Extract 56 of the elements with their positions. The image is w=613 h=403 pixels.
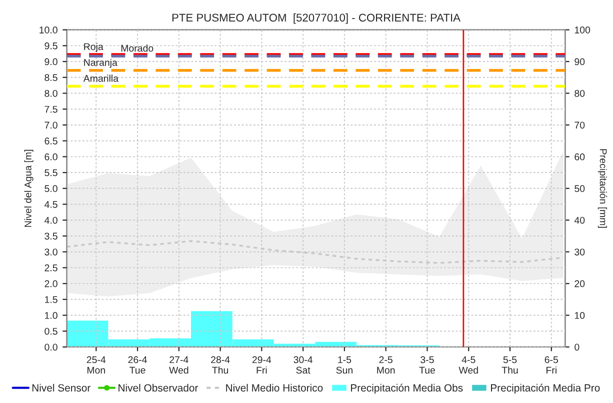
y-tick-label: 3.5	[44, 232, 58, 240]
y2-tick-label: 10	[574, 312, 585, 319]
y-tick-label: 7.5	[44, 106, 58, 113]
x-tick-label: 6-5 Fri	[544, 356, 558, 374]
y-tick-label: 4.5	[44, 201, 58, 208]
x-tick-label: 5-5 Thu	[502, 356, 518, 374]
y-tick-label: 3.0	[44, 248, 58, 256]
y-tick-label: 8.0	[44, 90, 58, 97]
legend-label: Precipitación Media Pro	[491, 384, 600, 394]
x-tick-label: 29-4 Fri	[252, 356, 272, 374]
y2-tick-label: 100	[574, 26, 590, 34]
y-tick-label: 1.0	[45, 312, 58, 319]
legend-label: Nivel Observador	[118, 384, 198, 392]
y-tick-label: 9.5	[44, 42, 58, 50]
y2-axis-title: Precipitación [mm]	[598, 149, 608, 228]
y2-tick-label: 20	[574, 280, 585, 288]
y2-tick-label: 50	[574, 185, 585, 192]
y-tick-label: 2.0	[44, 280, 58, 288]
legend-label: Precipitación Media Obs	[351, 384, 463, 394]
y2-tick-label: 30	[574, 248, 585, 256]
ref-line-label: Roja	[84, 42, 104, 52]
y-tick-label: 1.5	[45, 296, 58, 304]
x-tick-label: 25-4 Mon	[86, 356, 106, 374]
chart-title: PTE PUSMEO AUTOM [52077010] - CORRIENTE: PATIA	[172, 13, 460, 24]
y-axis-title: Nivel del Agua [m]	[24, 150, 34, 227]
y-tick-label: 2.5	[44, 264, 58, 272]
x-tick-label: 28-4 Thu	[211, 356, 230, 374]
y2-tick-label: 0	[574, 344, 580, 351]
y-tick-label: 0.0	[44, 344, 58, 351]
x-tick-label: 2-5 Mon	[377, 356, 395, 374]
y-tick-label: 6.5	[44, 138, 58, 144]
y2-tick-label: 60	[574, 153, 585, 160]
y-tick-label: 7.0	[44, 122, 58, 129]
x-tick-label: 27-4 Wed	[169, 356, 188, 374]
ref-line-label: Amarilla	[83, 74, 118, 82]
y-tick-label: 10.0	[40, 26, 58, 34]
y2-tick-label: 40	[574, 216, 585, 224]
y-tick-label: 6.0	[44, 153, 58, 160]
y2-tick-label: 80	[574, 90, 585, 97]
y2-tick-label: 90	[574, 58, 585, 66]
legend-label: Nivel Sensor	[32, 384, 90, 392]
y-tick-label: 0.5	[44, 328, 58, 335]
y-tick-label: 5.5	[44, 169, 58, 176]
y-tick-label: 4.0	[44, 216, 58, 224]
ref-line-label: Morado	[121, 44, 154, 52]
legend-label: Nivel Medio Historico	[226, 384, 323, 392]
y-tick-label: 8.5	[44, 74, 58, 82]
y2-tick-label: 70	[574, 122, 585, 129]
y-tick-label: 5.0	[44, 185, 58, 192]
x-tick-label: 26-4 Tue	[128, 356, 147, 374]
ref-line-label: Naranja	[84, 58, 118, 68]
x-tick-label: 30-4 Sat	[294, 356, 313, 374]
y-tick-label: 9.0	[44, 58, 58, 66]
x-tick-label: 1-5 Sun	[336, 356, 352, 374]
x-tick-label: 4-5 Wed	[458, 356, 478, 374]
x-tick-label: 3-5 Tue	[419, 356, 435, 374]
